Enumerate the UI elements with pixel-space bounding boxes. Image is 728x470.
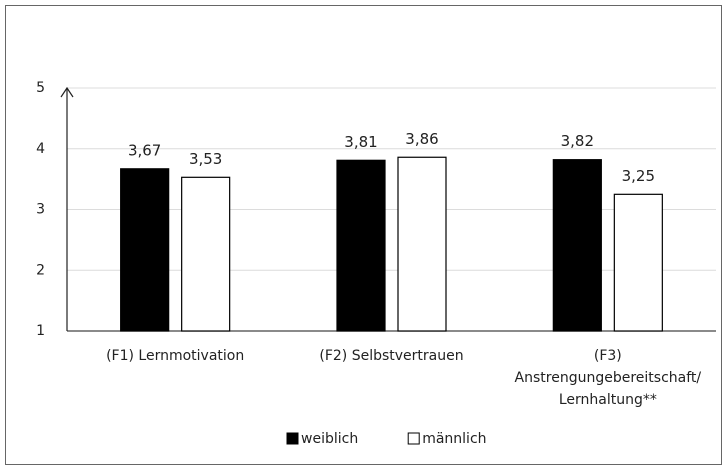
bar: [336, 159, 386, 332]
x-tick-label: (F3) Anstrengungebereitschaft/Lernhaltung…: [515, 348, 702, 408]
value-label: 3,67: [128, 141, 161, 159]
x-tick-label-line: Lernhaltung**: [559, 392, 657, 408]
y-tick-label: 3: [36, 202, 45, 218]
x-tick-label: (F1) Lernmotivation: [106, 348, 244, 364]
x-tick-label-line: (F3): [594, 348, 622, 364]
x-tick-label-line: Anstrengungebereitschaft/: [515, 370, 702, 386]
bar: [613, 193, 663, 332]
legend-label: männlich: [422, 431, 486, 447]
x-tick-label: (F2) Selbstvertrauen: [319, 348, 463, 364]
legend-swatch: [286, 432, 299, 445]
bar: [397, 156, 447, 332]
legend-label: weiblich: [301, 431, 358, 447]
y-tick-label: 2: [36, 262, 45, 278]
y-tick-label: 5: [36, 80, 45, 96]
legend-swatch: [407, 432, 420, 445]
value-label: 3,86: [405, 130, 438, 148]
value-label: 3,53: [189, 150, 222, 168]
value-label: 3,82: [561, 132, 594, 150]
bar: [552, 159, 602, 332]
bar: [120, 168, 170, 332]
value-label: 3,81: [344, 133, 377, 151]
bar: [181, 176, 231, 332]
y-tick-label: 1: [36, 323, 45, 339]
y-axis-arrow: [60, 86, 74, 98]
value-label: 3,25: [622, 167, 655, 185]
y-tick-label: 4: [36, 141, 45, 157]
